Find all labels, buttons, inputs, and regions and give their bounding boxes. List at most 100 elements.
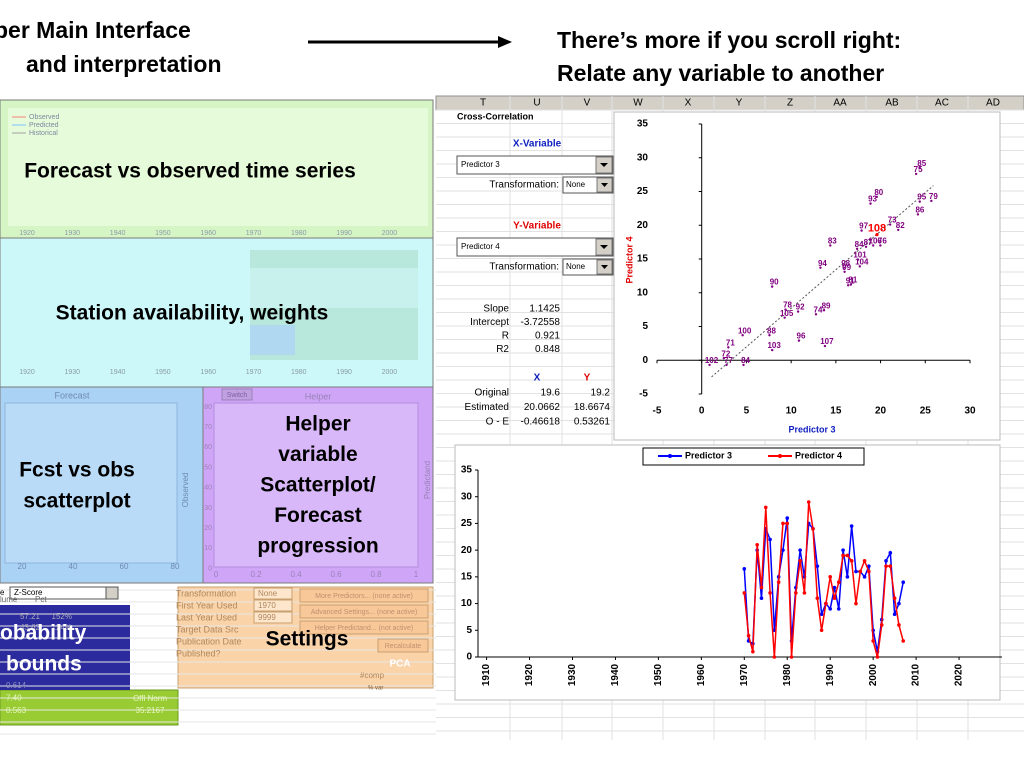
series-marker — [845, 553, 850, 558]
series-marker — [867, 564, 871, 568]
button[interactable] — [377, 638, 429, 653]
y-tick-label: 15 — [461, 571, 473, 582]
pca-label: % var — [368, 686, 383, 692]
left-title: per Main Interface — [0, 17, 191, 43]
point — [916, 213, 920, 216]
table-cell: 7.40 — [6, 694, 22, 703]
field-value: 9999 — [258, 613, 276, 622]
stat-value: 0.848 — [535, 344, 560, 355]
field-label: Transformation — [176, 588, 236, 598]
dropdown-arrow — [601, 183, 608, 187]
series-marker — [884, 564, 888, 568]
point — [770, 348, 774, 352]
panel-label: Station availability, weights — [56, 302, 329, 325]
point — [829, 244, 832, 247]
y-tick-label: 30 — [637, 152, 649, 163]
series-marker — [875, 655, 880, 659]
point-label: 98 — [841, 259, 850, 268]
series-marker — [858, 569, 863, 574]
point — [864, 245, 868, 248]
y-tick-label: 25 — [637, 186, 649, 197]
input-box[interactable] — [253, 587, 293, 600]
y-tick-label: 10 — [204, 545, 212, 552]
series-marker — [742, 591, 747, 595]
series-marker — [832, 585, 837, 590]
point — [918, 166, 921, 170]
button[interactable] — [299, 604, 429, 619]
series-marker — [785, 521, 790, 526]
dropdown-value: None — [566, 180, 586, 189]
y-tick-label: 25 — [461, 518, 473, 529]
right-title: There’s more if you scroll right: — [557, 27, 901, 53]
point — [708, 363, 711, 367]
point-label: 103 — [767, 341, 781, 350]
series-marker — [776, 580, 781, 584]
dropdown-arrow — [600, 163, 608, 167]
series-marker — [836, 580, 841, 584]
x-tick-label: 2010 — [911, 663, 922, 686]
series-marker — [755, 543, 759, 547]
year-label: 1950 — [155, 230, 171, 237]
series-marker — [798, 548, 802, 552]
series-marker — [884, 559, 888, 563]
dropdown[interactable] — [456, 155, 614, 175]
series-marker — [845, 575, 850, 579]
series-marker — [815, 596, 820, 601]
dropdown-button — [105, 586, 119, 600]
column-header: AD — [986, 98, 1000, 109]
year-label: 1930 — [65, 369, 81, 376]
point-label: 101 — [853, 251, 867, 260]
stat-label: R — [502, 331, 509, 342]
x-tick-label: 60 — [120, 562, 129, 571]
x-tick-label: 5 — [744, 406, 750, 417]
point-label: 92 — [796, 303, 805, 312]
point — [823, 344, 827, 348]
norm-bar — [0, 689, 179, 726]
point — [797, 339, 801, 342]
dropdown[interactable] — [456, 237, 614, 257]
point-label: 91 — [846, 276, 855, 285]
series-marker — [862, 559, 867, 563]
button[interactable] — [299, 588, 429, 603]
comparison-value: -0.46618 — [521, 417, 561, 428]
button-label: Advanced Settings... (none active) — [311, 609, 418, 616]
point — [872, 244, 875, 247]
table-cell: 35.2167 — [136, 706, 165, 715]
button[interactable] — [299, 620, 429, 635]
column-header: U — [533, 98, 540, 109]
series-marker — [819, 628, 824, 633]
input-box[interactable] — [253, 599, 293, 612]
input-box[interactable] — [253, 611, 293, 624]
point — [784, 308, 787, 311]
panel-label: Fcst vs obs — [19, 459, 135, 482]
x-tick-label: 0.4 — [290, 570, 302, 579]
point-label: 88 — [767, 326, 776, 335]
series-marker — [742, 567, 747, 571]
series-marker — [819, 612, 824, 617]
column-header: lume — [0, 595, 18, 604]
point — [741, 334, 744, 337]
point — [846, 284, 850, 287]
y-tick-label: 5 — [642, 321, 648, 332]
y-tick-label: 30 — [461, 491, 473, 502]
current-point — [875, 233, 879, 237]
series-marker — [879, 623, 884, 627]
point — [914, 172, 918, 176]
x-tick-label: 1920 — [524, 663, 535, 686]
station-block — [250, 325, 295, 355]
x-tick-label: 20 — [875, 406, 887, 417]
x-tick-label: 1960 — [696, 663, 707, 686]
point-label: 78 — [783, 301, 792, 310]
year-label: 1970 — [246, 369, 262, 376]
probability-panel — [0, 605, 130, 690]
legend-entry: Observed — [29, 114, 59, 121]
series-marker — [888, 551, 893, 555]
year-label: 2000 — [382, 230, 398, 237]
series-marker — [854, 569, 858, 574]
panel-header: Forecast — [54, 390, 90, 400]
table-cell: 43.62 — [20, 623, 41, 632]
point-label: 89 — [822, 301, 831, 310]
point-label: 73 — [888, 216, 897, 225]
point-label: 74 — [814, 305, 823, 314]
button[interactable] — [221, 388, 253, 401]
